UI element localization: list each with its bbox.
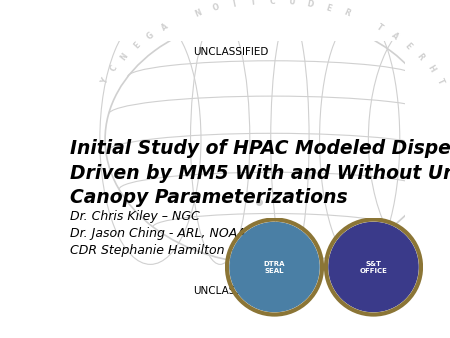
Text: U: U [288, 0, 295, 7]
Text: R: R [415, 52, 426, 62]
Text: UNCLASSIFIED: UNCLASSIFIED [193, 286, 268, 296]
Text: I: I [232, 0, 237, 9]
Text: Dr. Chris Kiley – NGC
Dr. Jason Ching - ARL, NOAA, RTP
CDR Stephanie Hamilton - : Dr. Chris Kiley – NGC Dr. Jason Ching - … [70, 210, 278, 257]
Circle shape [230, 222, 319, 312]
Text: A: A [160, 22, 170, 32]
Text: N: N [194, 8, 203, 19]
Text: T: T [435, 77, 445, 86]
Text: H: H [426, 64, 436, 74]
Text: R: R [342, 8, 351, 18]
Text: N: N [119, 51, 130, 62]
Text: Y: Y [100, 77, 110, 86]
Text: E: E [403, 41, 414, 51]
Text: E: E [131, 41, 142, 51]
Text: D: D [306, 0, 315, 9]
Text: Initial Study of HPAC Modeled Dispersion
Driven by MM5 With and Without Urban
Ca: Initial Study of HPAC Modeled Dispersion… [70, 140, 450, 207]
Circle shape [329, 222, 418, 312]
Text: E: E [325, 3, 333, 13]
Text: T: T [375, 22, 384, 32]
Text: C: C [108, 64, 119, 73]
Text: DTRA
SEAL: DTRA SEAL [264, 261, 285, 273]
Text: S&T
OFFICE: S&T OFFICE [360, 261, 387, 273]
Text: A: A [389, 31, 400, 41]
Text: C: C [270, 0, 275, 6]
Text: UNCLASSIFIED: UNCLASSIFIED [193, 47, 268, 57]
Text: G: G [145, 30, 156, 41]
Text: T: T [250, 0, 256, 7]
Text: O: O [212, 3, 220, 13]
